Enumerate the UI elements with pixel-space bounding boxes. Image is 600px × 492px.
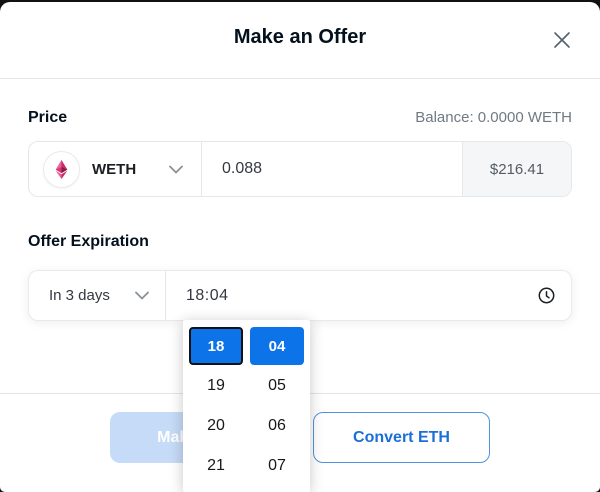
fiat-value: $216.41 bbox=[462, 142, 571, 196]
price-label: Price bbox=[28, 109, 68, 126]
token-select[interactable]: WETH bbox=[29, 142, 202, 196]
token-label: WETH bbox=[92, 160, 137, 178]
time-picker-row: 20 06 bbox=[183, 406, 310, 446]
time-picker-row: 19 05 bbox=[183, 366, 310, 406]
time-picker-row: 18 04 bbox=[183, 326, 310, 366]
expiration-preset-value: In 3 days bbox=[49, 287, 110, 304]
price-label-row: Price Balance: 0.0000 WETH bbox=[28, 109, 572, 127]
modal-title: Make an Offer bbox=[233, 26, 367, 48]
clock-icon[interactable] bbox=[538, 287, 555, 304]
minute-option[interactable]: 07 bbox=[268, 457, 286, 474]
hour-option-selected[interactable]: 18 bbox=[189, 327, 243, 365]
chevron-down-icon bbox=[135, 291, 149, 300]
time-picker-row: 21 07 bbox=[183, 446, 310, 486]
expiration-label: Offer Expiration bbox=[28, 233, 149, 250]
hour-option[interactable]: 20 bbox=[207, 417, 225, 434]
header-divider bbox=[0, 78, 600, 79]
minute-option[interactable]: 06 bbox=[268, 417, 286, 434]
expiration-preset-select[interactable]: In 3 days bbox=[29, 271, 166, 320]
minute-option-selected[interactable]: 04 bbox=[250, 327, 304, 365]
minute-option[interactable]: 05 bbox=[268, 377, 286, 394]
price-input-group: WETH 0.088 $216.41 bbox=[28, 141, 572, 197]
time-picker-dropdown: 18 04 19 05 20 06 21 07 bbox=[183, 320, 310, 492]
weth-ethereum-icon bbox=[43, 150, 80, 188]
expiration-time-input[interactable]: 18:04 bbox=[186, 286, 229, 304]
convert-eth-button[interactable]: Convert ETH bbox=[313, 412, 490, 463]
expiration-label-row: Offer Expiration bbox=[28, 233, 572, 251]
expiration-input-group: In 3 days 18:04 bbox=[28, 270, 572, 321]
balance-text: Balance: 0.0000 WETH bbox=[415, 109, 572, 126]
close-icon bbox=[554, 32, 570, 48]
hour-option[interactable]: 19 bbox=[207, 377, 225, 394]
close-button[interactable] bbox=[546, 24, 578, 56]
price-amount-input[interactable]: 0.088 bbox=[222, 160, 263, 177]
hour-option[interactable]: 21 bbox=[207, 457, 225, 474]
chevron-down-icon bbox=[169, 165, 183, 173]
